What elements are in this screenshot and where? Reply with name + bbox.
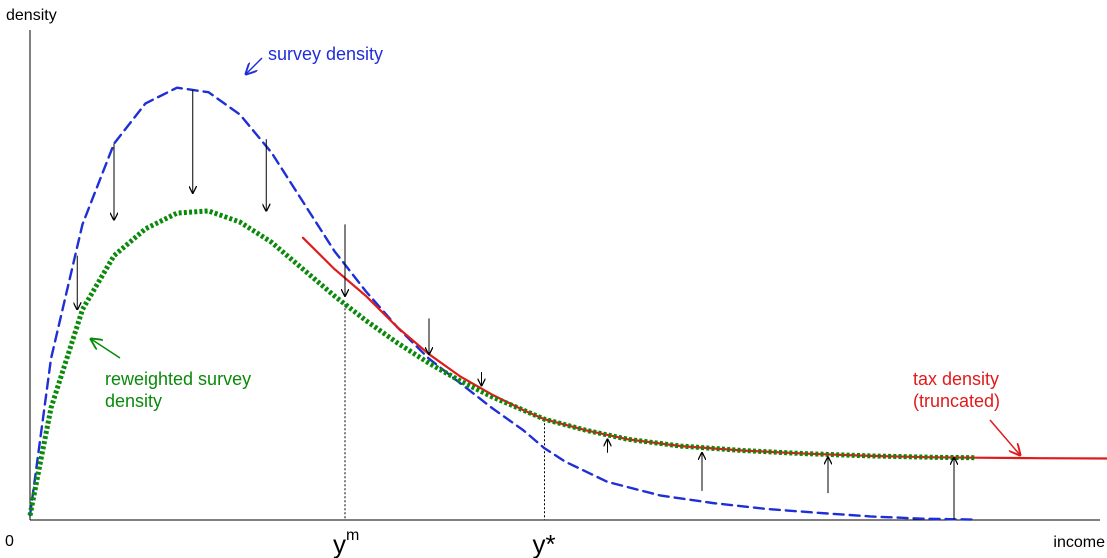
annotation-text: tax density xyxy=(913,369,999,389)
x-marker-label: y* xyxy=(533,529,556,558)
series-line-dashed xyxy=(28,86,977,521)
adjustment-arrows xyxy=(77,89,954,520)
annotation-pointer-arrow xyxy=(91,339,121,359)
x-axis-label: income xyxy=(1053,534,1105,551)
tax-density-overlay xyxy=(302,237,1107,460)
annotation-text: (truncated) xyxy=(913,391,1000,411)
origin-label: 0 xyxy=(5,533,14,550)
x-marker-label: ym xyxy=(333,527,359,558)
axes xyxy=(29,30,1100,521)
y-axis-label: density xyxy=(6,7,57,24)
marker-guides: ym y* xyxy=(333,304,556,558)
annotation-pointer-arrow xyxy=(246,57,263,74)
annotation-text: density xyxy=(105,391,162,411)
series-line-solid xyxy=(301,236,1107,460)
annotation-pointer-arrow xyxy=(989,419,1020,455)
series-layer xyxy=(27,86,1107,521)
annotation-text: reweighted survey xyxy=(105,369,251,389)
annotation-text: survey density xyxy=(268,44,383,64)
series-line-dotted xyxy=(27,208,976,516)
